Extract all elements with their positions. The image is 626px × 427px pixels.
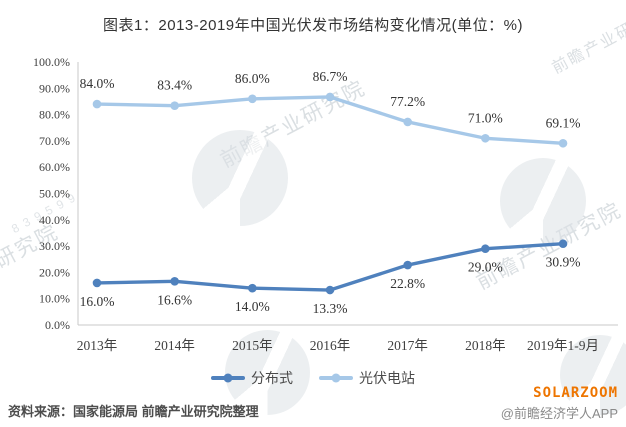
y-tick-label: 30.0% (39, 239, 70, 253)
data-point (558, 239, 568, 249)
x-category-label: 2016年 (310, 338, 351, 353)
data-point (170, 101, 179, 110)
data-point (325, 285, 335, 295)
legend-marker-dot-icon (223, 373, 233, 383)
data-label: 86.7% (313, 69, 348, 84)
data-point (558, 138, 568, 148)
x-category-label: 2013年 (77, 338, 118, 353)
legend-marker-dot-icon (331, 373, 341, 383)
y-tick-label: 100.0% (33, 55, 70, 69)
brand-block: SOLARZOOM @前瞻经济学人APP (501, 385, 618, 422)
x-category-label: 2019年1-9月 (527, 338, 599, 353)
legend-marker-icon (319, 373, 353, 383)
legend-label: 分布式 (251, 372, 293, 387)
data-label: 14.0% (235, 299, 270, 314)
data-point (92, 278, 102, 288)
y-tick-label: 50.0% (39, 187, 70, 201)
data-label: 30.9% (546, 255, 581, 270)
data-label: 86.0% (235, 71, 270, 86)
data-label: 16.6% (157, 292, 192, 307)
data-point (481, 133, 490, 143)
y-tick-label: 60.0% (39, 160, 70, 174)
watermark-logo-icon (560, 335, 626, 415)
data-label: 16.0% (80, 294, 115, 309)
data-point (481, 244, 490, 254)
data-point (248, 283, 257, 293)
y-tick-label: 10.0% (39, 292, 70, 306)
data-label: 83.4% (157, 78, 192, 93)
legend-item-1: 分布式 (211, 368, 293, 388)
legend-label: 光伏电站 (359, 372, 415, 387)
x-category-label: 2014年 (154, 338, 195, 353)
data-label: 71.0% (468, 110, 503, 125)
y-tick-label: 0.0% (45, 318, 70, 332)
y-tick-label: 40.0% (39, 213, 70, 227)
credit-text: @前瞻经济学人APP (500, 406, 618, 421)
data-label: 69.1% (546, 115, 581, 130)
y-tick-label: 90.0% (39, 81, 70, 95)
data-point (248, 94, 257, 104)
data-point (403, 260, 412, 270)
legend-marker-icon (211, 373, 245, 383)
data-point (403, 117, 412, 127)
data-point (92, 99, 102, 109)
data-label: 77.2% (390, 94, 425, 109)
y-tick-label: 70.0% (39, 134, 70, 148)
x-category-label: 2018年 (465, 338, 506, 353)
data-point (170, 277, 179, 286)
brand-text: SOLARZOOM (533, 385, 618, 401)
data-label: 84.0% (80, 76, 115, 91)
watermark-logo-icon (192, 130, 288, 226)
data-label: 13.3% (313, 301, 348, 316)
legend-item-2: 光伏电站 (319, 368, 415, 388)
source-note: 资料来源：国家能源局 前瞻产业研究院整理 (8, 404, 259, 419)
y-tick-label: 20.0% (39, 265, 70, 279)
chart-title: 图表1：2013-2019年中国光伏发市场结构变化情况(单位：%) (103, 17, 523, 34)
watermark-logo-icon (225, 330, 310, 415)
y-tick-label: 80.0% (39, 108, 70, 122)
x-category-label: 2017年 (387, 338, 428, 353)
legend: 分布式 光伏电站 (0, 368, 626, 388)
data-label: 29.0% (468, 260, 503, 275)
data-point (325, 92, 335, 102)
x-category-label: 2015年 (232, 338, 273, 353)
data-label: 22.8% (390, 276, 425, 291)
watermark-logo-icon (500, 158, 586, 244)
